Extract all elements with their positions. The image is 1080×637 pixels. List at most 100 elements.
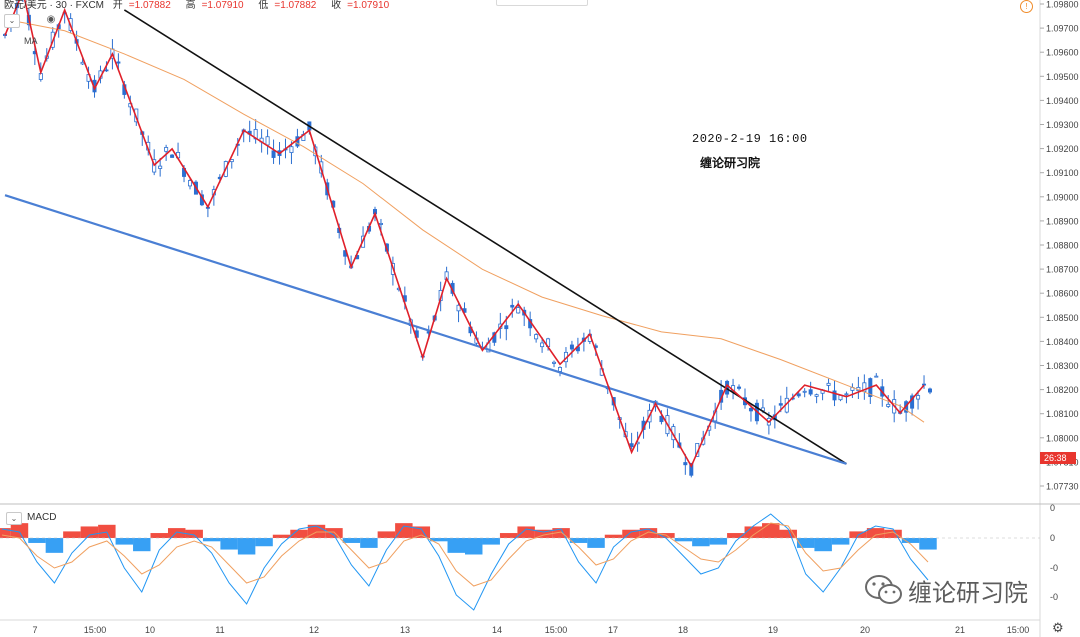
price-tick-label: 1.08200 [1046, 385, 1079, 395]
symbol-label[interactable]: 欧元/美元 · 30 · FXCM [4, 0, 105, 11]
macd-histogram-bar [482, 538, 500, 545]
search-input[interactable] [496, 0, 588, 6]
time-axis[interactable]: 7 15:00 10 11 12 13 14 15:00 17 18 19 20 21 15:00 [32, 625, 1029, 635]
time-tick-label: 11 [215, 625, 224, 635]
macd-histogram-bar [63, 531, 81, 538]
zigzag-line[interactable] [4, 0, 925, 468]
macd-histogram-bar [465, 538, 483, 555]
watermark: 缠论研习院 [864, 570, 1028, 610]
macd-tick-label: 0 [1050, 503, 1055, 513]
support-line[interactable] [4, 194, 847, 465]
low-value: =1.07882 [274, 0, 317, 11]
candle-body [826, 382, 831, 386]
macd-histogram-bar [10, 523, 29, 538]
price-tick-label: 1.08700 [1046, 265, 1079, 275]
candle-body [558, 367, 563, 372]
candle-body [116, 61, 121, 64]
candle-body [504, 325, 509, 330]
candle-body [916, 395, 921, 400]
price-tag: 26:38 [1040, 452, 1076, 464]
ma-label[interactable]: MA [24, 36, 38, 46]
macd-tick-label: -0 [1050, 592, 1058, 602]
low-label: 低 [258, 0, 269, 11]
macd-histogram-bar [220, 538, 238, 550]
candle-body [516, 307, 521, 314]
candle-body [802, 390, 807, 393]
macd-histogram-bar [552, 528, 570, 538]
macd-histogram-bar [395, 523, 413, 538]
close-value: =1.07910 [347, 0, 390, 11]
eye-icon[interactable]: ◉ [46, 14, 56, 25]
macd-histogram-bar [517, 526, 535, 538]
time-tick-label: 15:00 [1007, 625, 1030, 635]
macd-histogram-bar [604, 534, 623, 538]
ma-collapse-button[interactable]: ⌄ [4, 14, 20, 28]
candle-body [922, 383, 927, 386]
macd-histogram-bar [622, 529, 640, 538]
macd-axis: 0 0 -0 -0 [1050, 503, 1058, 602]
candle-body [737, 386, 742, 389]
macd-histogram-bar [377, 531, 396, 538]
price-tick-label: 1.09100 [1046, 168, 1079, 178]
price-tick-label: 1.07730 [1046, 482, 1079, 492]
macd-histogram-bar [360, 538, 378, 548]
macd-histogram-bar [727, 533, 745, 538]
candle-body [540, 342, 545, 348]
price-tick-label: 1.08100 [1046, 409, 1079, 419]
macd-label[interactable]: MACD [27, 512, 57, 523]
macd-histogram-bar [255, 538, 273, 547]
macd-histogram-bar [744, 526, 763, 538]
candle-body [170, 154, 175, 158]
candle-body [832, 390, 837, 401]
macd-histogram-bar [98, 524, 116, 538]
macd-histogram-bar [447, 538, 465, 553]
candle-body [271, 150, 276, 158]
candle-body [748, 407, 753, 412]
price-tick-label: 1.08400 [1046, 337, 1079, 347]
candle-body [104, 69, 109, 72]
close-label: 收 [331, 0, 342, 11]
candle-body [552, 361, 557, 364]
time-tick-label: 12 [309, 625, 319, 635]
chevron-down-icon: ⌄ [10, 514, 18, 523]
macd-histogram-bar [762, 523, 780, 538]
open-value: =1.07882 [128, 0, 171, 11]
zigzag-lines[interactable] [4, 0, 925, 468]
candle-body [456, 304, 461, 312]
price-tick-label: 1.09000 [1046, 192, 1079, 202]
macd-histogram-bar [272, 534, 291, 538]
time-tick-label: 13 [400, 625, 410, 635]
open-label: 开 [112, 0, 123, 11]
macd-collapse-button[interactable]: ⌄ [6, 512, 22, 525]
price-tick-label: 1.09500 [1046, 72, 1079, 82]
candle-body [683, 462, 688, 466]
macd-histogram-bar [185, 529, 203, 538]
symbol-header: 欧元/美元 · 30 · FXCM 开 =1.07882 高 =1.07910 低 =… [4, 0, 401, 12]
alert-icon[interactable]: ! [1020, 0, 1033, 13]
time-tick-label: 21 [955, 625, 965, 635]
time-tick-label: 15:00 [545, 625, 568, 635]
candle-body [928, 388, 933, 393]
candle-body [289, 146, 294, 153]
price-axis[interactable]: 1.09800 1.09700 1.09600 1.09500 1.09400 1.093… [1040, 0, 1079, 492]
macd-histogram-bar [534, 529, 553, 538]
macd-histogram-bar [831, 538, 850, 545]
macd-pane [0, 513, 1040, 611]
wechat-icon [865, 575, 902, 604]
candle-body [378, 222, 383, 225]
price-tag-text: 26:38 [1044, 453, 1067, 463]
macd-histogram-bar [202, 538, 221, 542]
price-tick-label: 1.09200 [1046, 144, 1079, 154]
candle-body [808, 389, 813, 395]
macd-histogram-bar [133, 538, 151, 552]
time-tick-label: 18 [678, 625, 688, 635]
candle-body [265, 136, 270, 146]
macd-tick-label: -0 [1050, 563, 1058, 573]
ohlc-low: 低 =1.07882 [258, 0, 322, 11]
annotation-date: 2020-2-19 16:00 [692, 132, 808, 146]
macd-histogram-bar [639, 528, 658, 538]
gear-icon[interactable]: ⚙ [1052, 620, 1064, 635]
candle-body [164, 147, 169, 152]
watermark-text: 缠论研习院 [908, 579, 1028, 607]
